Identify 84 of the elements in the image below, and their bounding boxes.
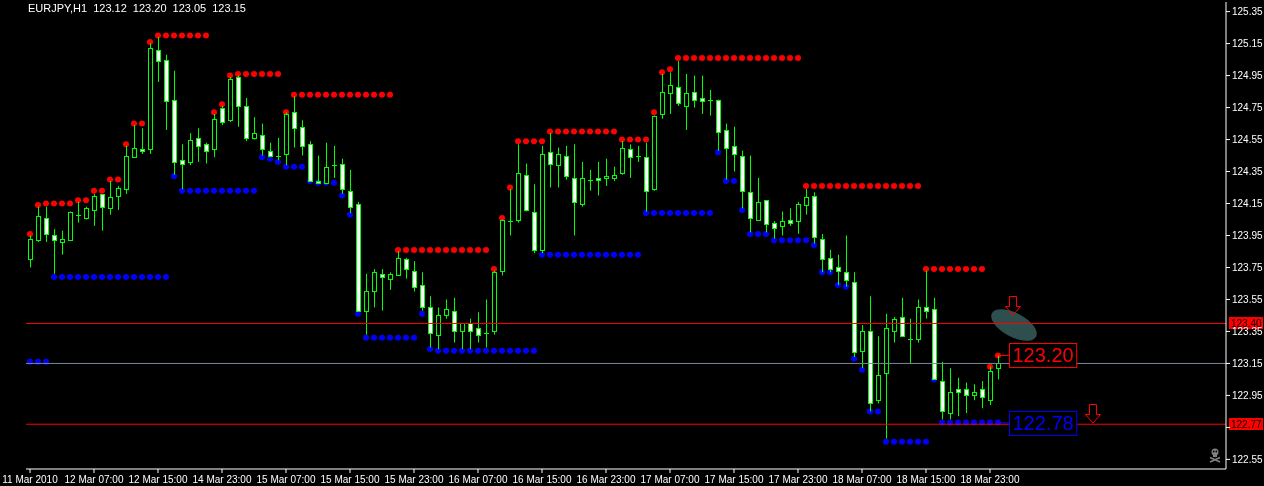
candlestick [892,316,897,344]
candlestick [596,161,601,197]
y-tick-label: 124.55 [1232,134,1264,146]
candlestick [707,89,714,117]
candlestick [100,193,105,232]
y-tick-label: 124.75 [1232,102,1264,114]
candlestick [980,380,985,409]
candlestick [676,60,681,107]
candlestick [732,126,737,173]
candlestick [844,235,849,288]
candlestick [948,367,953,420]
x-tick-label: 12 Mar 15:00 [128,473,188,485]
candlestick [204,142,209,165]
x-tick-label: 17 Mar 15:00 [704,473,764,485]
x-tick-label: 16 Mar 15:00 [512,473,572,485]
x-tick-label: 17 Mar 07:00 [640,473,700,485]
x-tick-label: 17 Mar 23:00 [768,473,828,485]
data-label: 122.78 [1012,411,1074,434]
candlestick [44,206,49,243]
candlestick [404,257,409,280]
x-tick-label: 14 Mar 23:00 [192,473,252,485]
y-tick-label: 123.75 [1232,262,1264,274]
candlestick [188,132,193,166]
candlestick [556,147,561,189]
x-tick-label: 15 Mar 15:00 [320,473,380,485]
candlestick [692,75,697,109]
candlestick [300,119,305,157]
y-tick-label: 124.35 [1232,166,1264,178]
y-tick-label: 123.95 [1232,230,1264,242]
candlestick [684,73,689,131]
candlestick [380,268,385,312]
y-tick-label: 125.35 [1232,6,1264,18]
candlestick [92,193,97,227]
candlestick [907,318,914,364]
candlestick [604,158,609,187]
candlestick [196,127,201,163]
candlestick [331,145,338,179]
candlestick [700,75,705,115]
candlestick [836,254,841,286]
candlestick [564,145,569,181]
y-tick-label: 124.15 [1232,198,1264,210]
candlestick [956,377,961,417]
candlestick [820,233,825,273]
candlestick [372,268,377,308]
data-label: 123.20 [1012,344,1074,367]
chart-title: EURJPY,H1 123.12 123.20 123.05 123.15 [28,2,246,14]
x-tick-label: 16 Mar 23:00 [576,473,636,485]
candlestick [635,145,642,163]
x-tick-label: 15 Mar 07:00 [256,473,316,485]
candlestick [316,155,321,184]
y-tick-label: 125.15 [1232,38,1264,50]
candlestick [140,127,145,155]
y-tick-label: 124.95 [1232,70,1264,82]
y-tick-label: 123.15 [1232,358,1264,369]
candlestick [900,297,905,337]
candlestick [804,188,809,216]
candlestick [452,297,457,344]
candlestick [412,260,417,292]
candlestick [780,211,785,236]
candlestick [476,311,481,344]
candlestick [756,177,761,221]
x-tick-label: 16 Mar 07:00 [448,473,508,485]
x-tick-label: 18 Mar 23:00 [960,473,1020,485]
ref-line-label: 122.77 [1231,419,1263,431]
candlestick [60,230,65,256]
candlestick [483,298,490,348]
candlestick [252,116,257,141]
candlestick [828,249,833,273]
y-tick-label: 122.95 [1232,389,1264,401]
candlestick [628,143,633,179]
candlestick [572,143,577,236]
candlestick [444,298,449,320]
candlestick [964,382,969,414]
y-tick-label: 123.55 [1232,294,1264,306]
x-tick-label: 18 Mar 15:00 [896,473,956,485]
candlestick [52,228,57,275]
y-tick-label: 122.55 [1232,453,1264,465]
x-tick-label: 18 Mar 07:00 [832,473,892,485]
x-tick-label: 12 Mar 07:00 [64,473,124,485]
x-tick-label: 15 Mar 23:00 [384,473,444,485]
candlestick [796,201,801,235]
x-tick-label: 11 Mar 2010 [2,473,59,485]
candlestick [116,185,121,211]
candlestick [587,169,594,192]
